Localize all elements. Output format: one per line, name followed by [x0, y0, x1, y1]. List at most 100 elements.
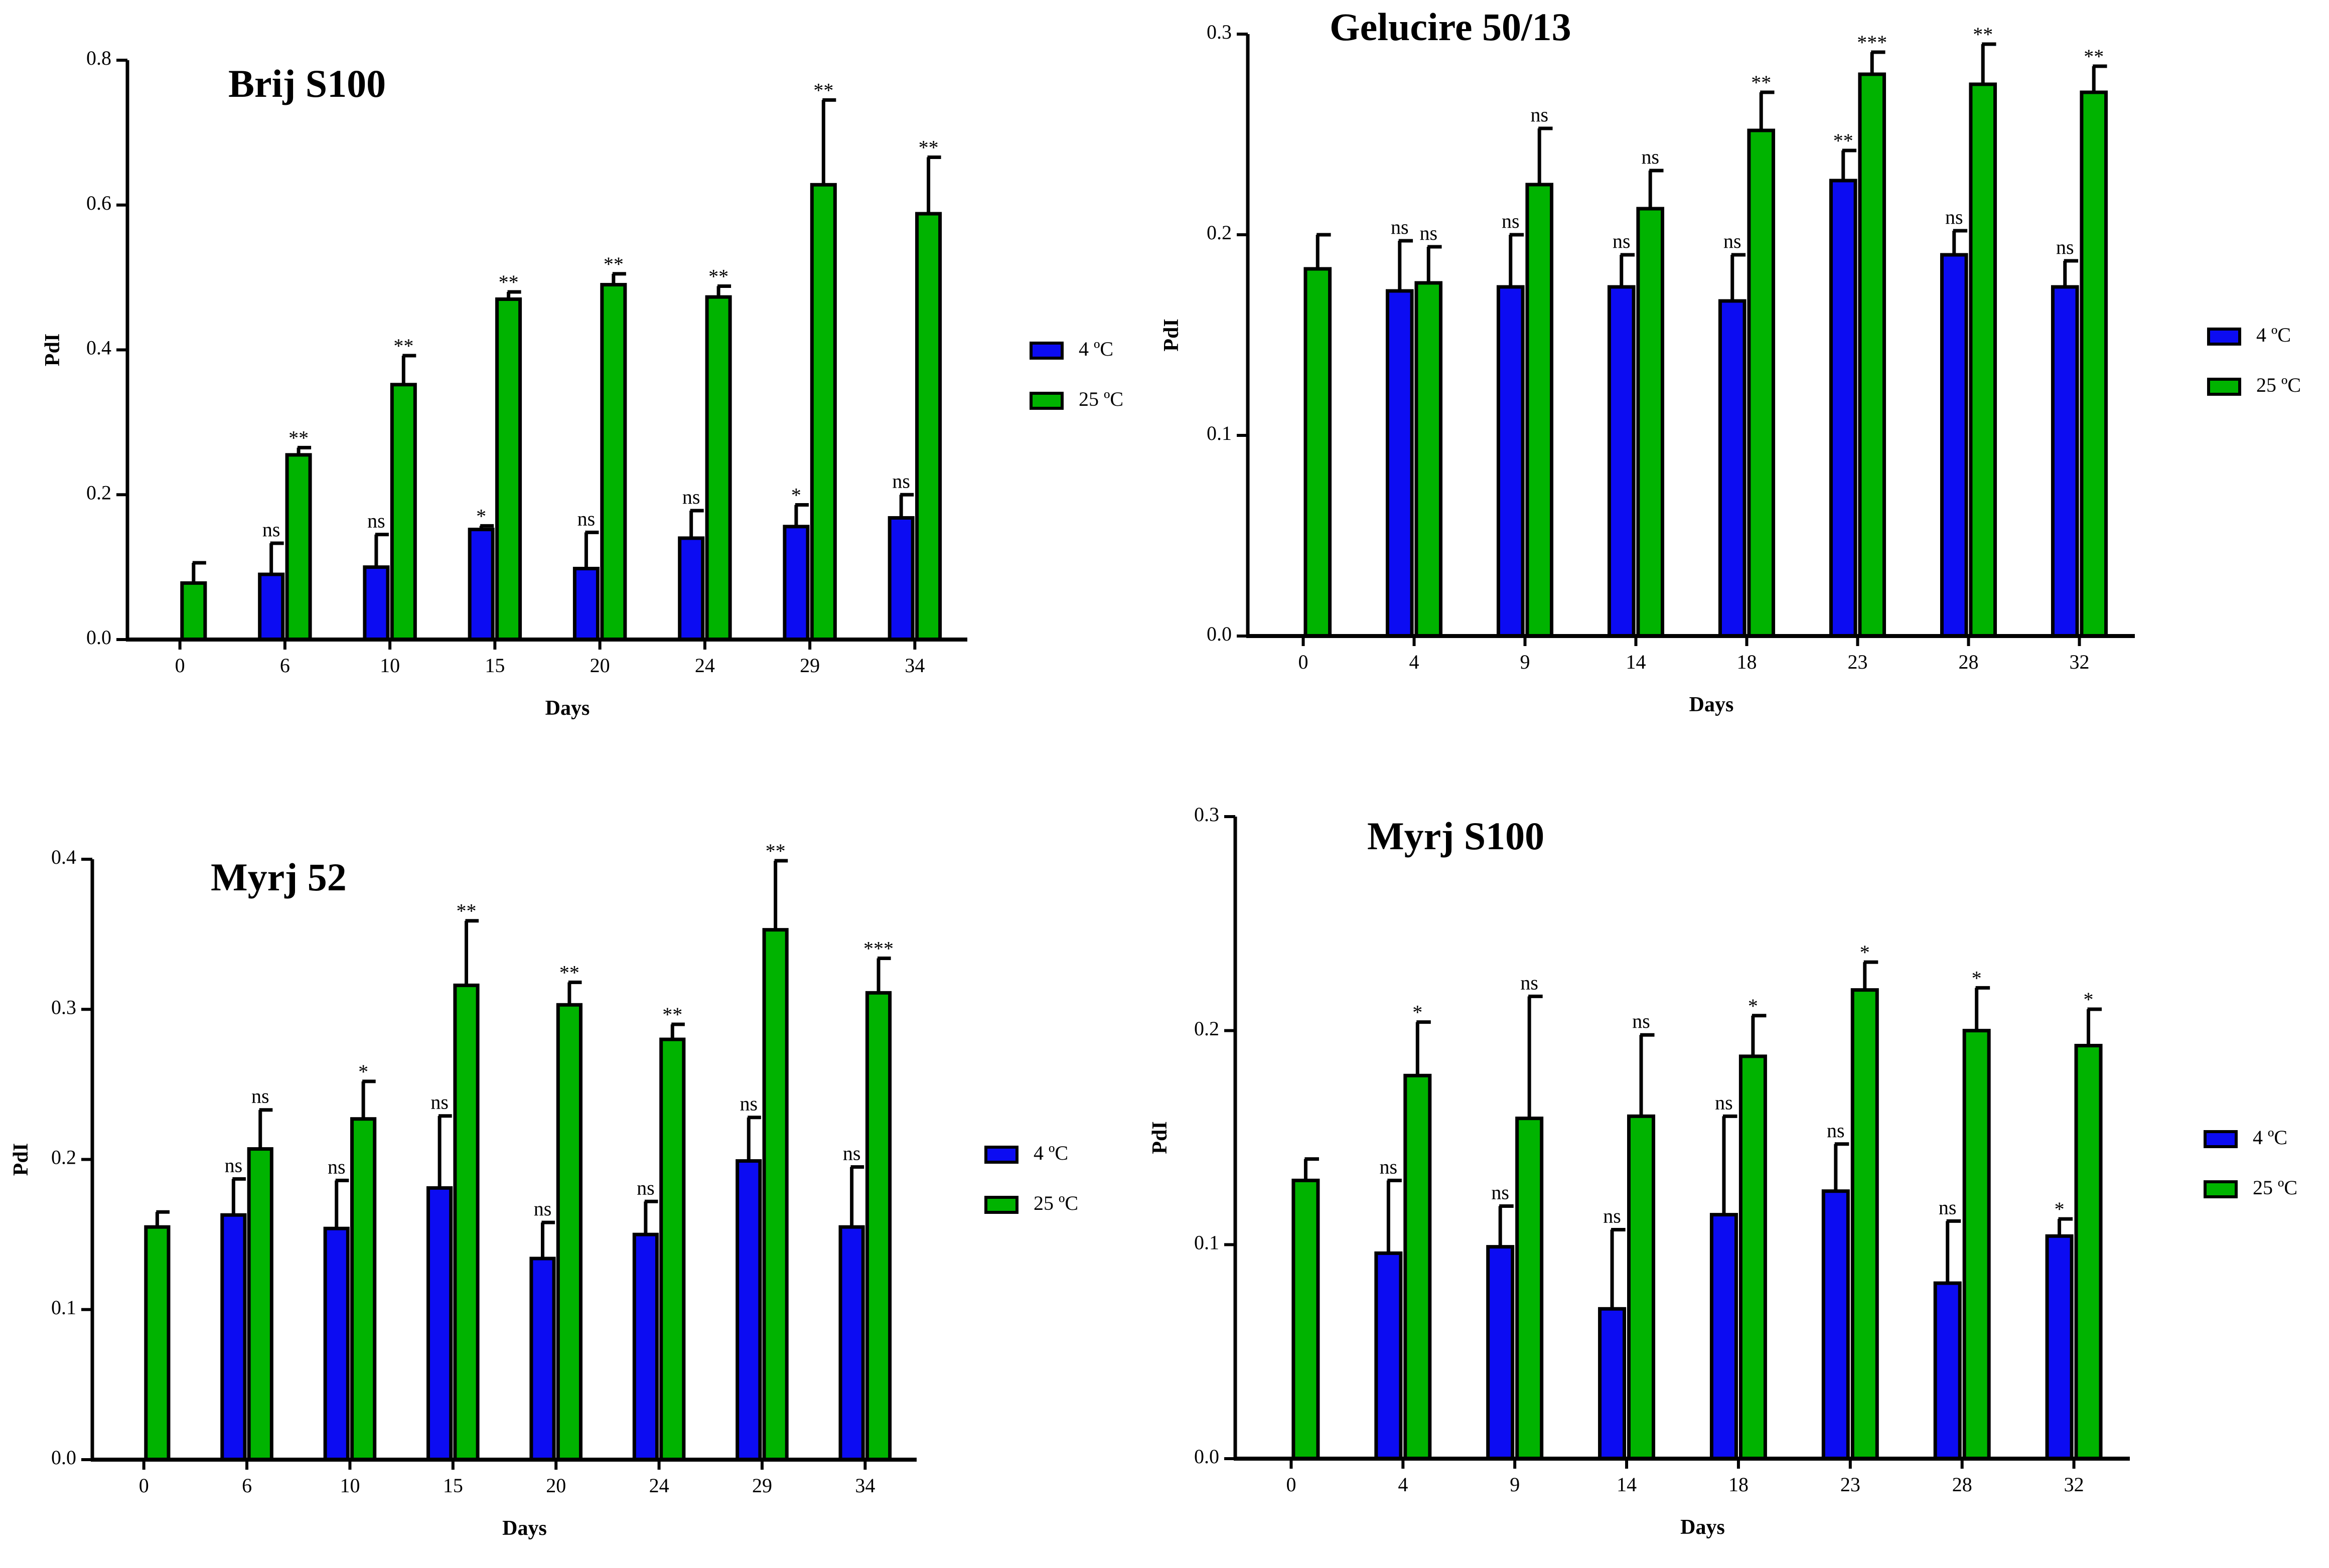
- legend-label-25c: 25 ºC: [2256, 374, 2301, 396]
- significance-label: *: [358, 1060, 368, 1083]
- y-tick-label: 0.3: [1194, 803, 1219, 826]
- significance-label: *: [1860, 941, 1870, 964]
- y-tick-label: 0.8: [86, 47, 111, 69]
- significance-label: **: [499, 271, 519, 293]
- x-tick-label: 20: [546, 1474, 566, 1497]
- significance-label: *: [1972, 967, 1982, 989]
- significance-label: ns: [1419, 222, 1437, 244]
- significance-label: *: [476, 505, 486, 527]
- significance-label: ns: [1380, 1155, 1398, 1178]
- x-tick-label: 14: [1617, 1473, 1637, 1496]
- x-tick-label: 29: [752, 1474, 772, 1497]
- significance-label: **: [559, 961, 579, 984]
- legend-label-4c: 4 ºC: [2256, 324, 2291, 346]
- bar-4c-24: [632, 1232, 659, 1462]
- bar-25c-34: [865, 991, 892, 1462]
- y-axis-label: PdI: [1148, 1121, 1172, 1154]
- legend-label-25c: 25 ºC: [2253, 1176, 2297, 1199]
- bar-25c-0: [1291, 1178, 1320, 1461]
- chart-title: Myrj S100: [1367, 814, 1544, 858]
- significance-label: ns: [1641, 145, 1659, 168]
- x-tick-label: 28: [1959, 651, 1979, 673]
- legend-swatch-4c: [2204, 1130, 2238, 1148]
- bar-4c-14: [1607, 285, 1636, 638]
- bar-4c-10: [363, 565, 390, 642]
- significance-label: ***: [863, 937, 894, 960]
- significance-label: ns: [1613, 230, 1631, 252]
- significance-label: *: [1412, 1001, 1422, 1024]
- bar-25c-34: [915, 212, 942, 642]
- bar-25c-29: [762, 928, 789, 1462]
- bar-25c-4: [1403, 1073, 1432, 1461]
- bar-4c-4: [1385, 289, 1414, 638]
- bar-25c-24: [659, 1037, 686, 1462]
- y-axis-label: PdI: [41, 334, 64, 366]
- significance-label: **: [457, 900, 477, 922]
- legend-label-4c: 4 ºC: [2253, 1126, 2287, 1149]
- significance-label: **: [708, 265, 729, 287]
- y-axis-label: PdI: [10, 1143, 33, 1176]
- x-tick-label: 4: [1409, 651, 1419, 673]
- y-tick-label: 0.2: [1207, 221, 1232, 244]
- significance-label: **: [604, 253, 624, 275]
- bar-4c-32: [2051, 285, 2079, 638]
- bar-25c-9: [1515, 1117, 1544, 1461]
- significance-label: **: [1751, 71, 1771, 94]
- significance-label: ns: [534, 1197, 552, 1220]
- y-tick-label: 0.4: [86, 337, 111, 359]
- significance-label: ns: [1391, 216, 1409, 238]
- x-tick-label: 34: [905, 654, 925, 677]
- bar-25c-14: [1627, 1114, 1656, 1461]
- significance-label: ns: [430, 1091, 449, 1114]
- y-tick-label: 0.2: [86, 481, 111, 504]
- significance-label: **: [813, 79, 833, 101]
- bar-25c-28: [1969, 82, 1997, 638]
- bar-25c-15: [453, 983, 480, 1462]
- significance-label: **: [1833, 129, 1853, 152]
- bar-4c-24: [678, 536, 705, 642]
- y-tick-label: 0.1: [51, 1296, 76, 1319]
- bar-4c-14: [1598, 1307, 1627, 1461]
- bar-25c-29: [810, 183, 837, 642]
- bar-4c-32: [2045, 1234, 2074, 1461]
- x-tick-label: 4: [1398, 1473, 1408, 1496]
- x-tick-label: 18: [1737, 651, 1757, 673]
- y-tick-label: 0.1: [1194, 1231, 1219, 1254]
- significance-label: *: [2055, 1198, 2065, 1220]
- x-tick-label: 34: [855, 1474, 875, 1497]
- significance-label: ns: [225, 1154, 243, 1176]
- significance-label: ns: [1603, 1204, 1621, 1227]
- chart-panel-0: Brij S100 ns ns * ns ns * ns ** ** ** ** ** ** ** 0.0 0.…: [41, 47, 1123, 720]
- significance-label: ns: [1520, 971, 1538, 994]
- bar-4c-4: [1374, 1251, 1403, 1461]
- significance-label: ns: [1502, 210, 1520, 232]
- bar-4c-23: [1829, 179, 1857, 638]
- chart-title: Gelucire 50/13: [1330, 5, 1571, 49]
- bar-4c-29: [736, 1159, 762, 1462]
- significance-label: ns: [1939, 1196, 1957, 1218]
- legend: 4 ºC 25 ºC: [984, 1142, 1078, 1214]
- bar-4c-6: [258, 572, 285, 642]
- significance-label: ns: [1491, 1181, 1509, 1204]
- significance-label: **: [662, 1003, 682, 1026]
- significance-label: ns: [740, 1092, 758, 1115]
- x-tick-label: 9: [1510, 1473, 1520, 1496]
- x-tick-label: 0: [1286, 1473, 1296, 1496]
- x-tick-label: 32: [2064, 1473, 2084, 1496]
- legend-swatch-4c: [984, 1146, 1018, 1164]
- significance-label: **: [766, 840, 786, 862]
- significance-label: ns: [1827, 1119, 1845, 1142]
- legend-label-4c: 4 ºC: [1034, 1142, 1068, 1164]
- significance-label: *: [1748, 995, 1758, 1017]
- legend: 4 ºC 25 ºC: [2204, 1126, 2297, 1199]
- significance-label: *: [2084, 988, 2094, 1011]
- significance-label: ns: [1723, 230, 1741, 252]
- significance-label: ns: [328, 1155, 346, 1178]
- bar-25c-6: [285, 453, 312, 642]
- bar-25c-0: [144, 1225, 171, 1462]
- x-axis-label: Days: [1689, 693, 1734, 716]
- legend-swatch-4c: [2207, 328, 2241, 346]
- legend-swatch-25c: [2204, 1180, 2238, 1198]
